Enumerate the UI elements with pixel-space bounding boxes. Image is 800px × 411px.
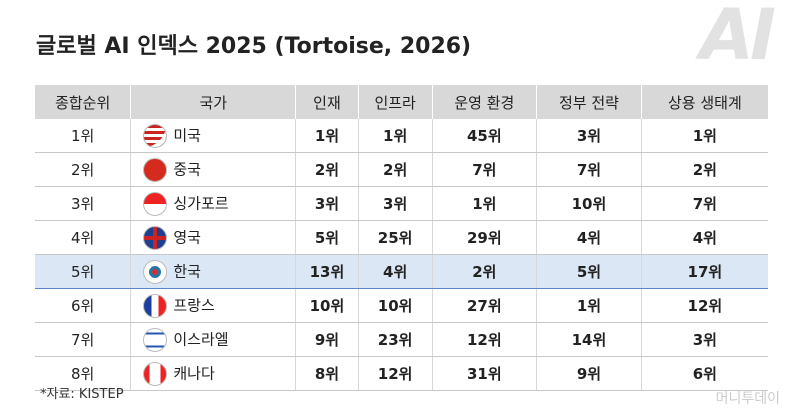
flag-icon <box>143 327 168 352</box>
header-cell: 상용 생태계 <box>640 85 768 119</box>
country-name: 프랑스 <box>173 296 215 314</box>
ranking-table: 종합순위 국가 인재 인프라 운영 환경 정부 전략 상용 생태계 1위 미국 1위 1위 45위 3… <box>35 85 768 391</box>
country-name: 이스라엘 <box>173 330 229 348</box>
rank-cell: 4위 <box>640 220 768 255</box>
rank-cell: 4위 <box>536 220 642 255</box>
rank-cell: 2위 <box>35 152 131 187</box>
header-cell: 정부 전략 <box>536 85 642 119</box>
country-name: 영국 <box>173 228 201 246</box>
table-row: 7위 이스라엘 9위 23위 12위 14위 3위 <box>35 322 768 357</box>
rank-cell: 10위 <box>357 288 433 323</box>
rank-cell: 1위 <box>536 288 642 323</box>
rank-cell: 5위 <box>35 254 131 289</box>
country-cell: 이스라엘 <box>130 322 296 357</box>
rank-cell: 3위 <box>357 186 433 221</box>
table-row: 4위 영국 5위 25위 29위 4위 4위 <box>35 220 768 255</box>
rank-cell: 1위 <box>640 119 768 153</box>
country-cell: 한국 <box>130 254 296 289</box>
rank-cell: 5위 <box>536 254 642 289</box>
header-cell: 국가 <box>130 85 296 119</box>
source: *자료: KISTEP <box>40 387 124 402</box>
rank-cell: 29위 <box>431 220 537 255</box>
header-row: 종합순위 국가 인재 인프라 운영 환경 정부 전략 상용 생태계 <box>35 85 768 119</box>
rank-cell: 7위 <box>431 152 537 187</box>
rank-cell: 9위 <box>536 356 642 391</box>
country-name: 싱가포르 <box>173 194 229 212</box>
country-cell: 프랑스 <box>130 288 296 323</box>
rank-cell: 23위 <box>357 322 433 357</box>
table-row: 8위 캐나다 8위 12위 31위 9위 6위 <box>35 356 768 391</box>
rank-cell: 7위 <box>35 322 131 357</box>
country-name: 중국 <box>173 160 201 178</box>
table-row: 3위 싱가포르 3위 3위 1위 10위 7위 <box>35 186 768 221</box>
rank-cell: 3위 <box>640 322 768 357</box>
rank-cell: 1위 <box>357 119 433 153</box>
rank-cell: 1위 <box>431 186 537 221</box>
rank-cell: 5위 <box>295 220 359 255</box>
flag-icon <box>143 123 168 148</box>
rank-cell: 1위 <box>35 119 131 153</box>
rank-cell: 9위 <box>295 322 359 357</box>
header-cell: 인재 <box>295 85 359 119</box>
rank-cell: 12위 <box>357 356 433 391</box>
rank-cell: 2위 <box>295 152 359 187</box>
title: 글로벌 AI 인덱스 2025 (Tortoise, 2026) <box>36 34 472 59</box>
rank-cell: 12위 <box>431 322 537 357</box>
rank-cell: 8위 <box>295 356 359 391</box>
rank-cell: 12위 <box>640 288 768 323</box>
rank-cell: 10위 <box>536 186 642 221</box>
header-cell: 종합순위 <box>35 85 131 119</box>
rank-cell: 25위 <box>357 220 433 255</box>
rank-cell: 4위 <box>357 254 433 289</box>
table-row: 2위 중국 2위 2위 7위 7위 2위 <box>35 152 768 187</box>
country-cell: 영국 <box>130 220 296 255</box>
header-cell: 인프라 <box>357 85 433 119</box>
header-cell: 운영 환경 <box>431 85 537 119</box>
rank-cell: 45위 <box>431 119 537 153</box>
rank-cell: 7위 <box>640 186 768 221</box>
rank-cell: 2위 <box>431 254 537 289</box>
rank-cell: 8위 <box>35 356 131 391</box>
rank-cell: 1위 <box>295 119 359 153</box>
rank-cell: 13위 <box>295 254 359 289</box>
rank-cell: 3위 <box>35 186 131 221</box>
table-row: 6위 프랑스 10위 10위 27위 1위 12위 <box>35 288 768 323</box>
table-row: 1위 미국 1위 1위 45위 3위 1위 <box>35 119 768 153</box>
rank-cell: 2위 <box>357 152 433 187</box>
flag-icon <box>143 361 168 386</box>
country-cell: 미국 <box>130 119 296 153</box>
rank-cell: 4위 <box>35 220 131 255</box>
country-cell: 중국 <box>130 152 296 187</box>
rank-cell: 6위 <box>35 288 131 323</box>
rank-cell: 27위 <box>431 288 537 323</box>
table-row: 5위 한국 13위 4위 2위 5위 17위 <box>35 254 768 289</box>
watermark: 머니투데이 <box>715 391 780 407</box>
rank-cell: 31위 <box>431 356 537 391</box>
rank-cell: 3위 <box>536 119 642 153</box>
country-name: 한국 <box>173 262 201 280</box>
flag-icon <box>143 191 168 216</box>
rank-cell: 2위 <box>640 152 768 187</box>
rank-cell: 14위 <box>536 322 642 357</box>
rank-cell: 17위 <box>640 254 768 289</box>
rank-cell: 7위 <box>536 152 642 187</box>
logo: AI <box>699 0 776 76</box>
rank-cell: 6위 <box>640 356 768 391</box>
country-name: 미국 <box>173 126 201 144</box>
country-cell: 캐나다 <box>130 356 296 391</box>
country-name: 캐나다 <box>173 364 215 382</box>
flag-icon <box>143 157 168 182</box>
flag-icon <box>143 259 168 284</box>
flag-icon <box>143 293 168 318</box>
flag-icon <box>143 225 168 250</box>
rank-cell: 10위 <box>295 288 359 323</box>
rank-cell: 3위 <box>295 186 359 221</box>
country-cell: 싱가포르 <box>130 186 296 221</box>
